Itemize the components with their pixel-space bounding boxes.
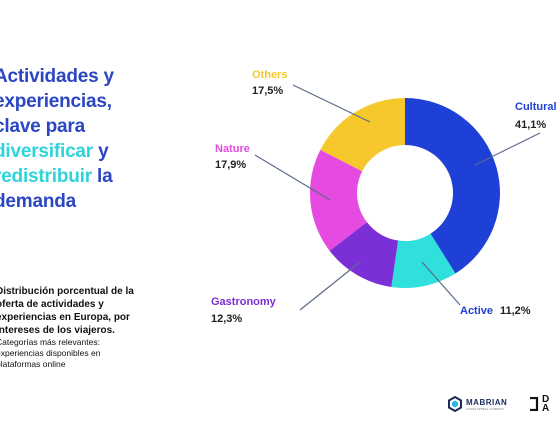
- hexagon-icon: [448, 396, 462, 412]
- chart-caption: Distribución porcentual de la oferta de …: [0, 285, 146, 370]
- headline-highlight-diversificar: diversificar: [0, 141, 93, 162]
- donut-slice-nature: [310, 149, 367, 251]
- value-label-cultural: 41,1%: [515, 119, 546, 131]
- leader-line-active: [421, 261, 461, 306]
- category-label-others: Others: [252, 69, 287, 81]
- logo2-letter-bottom: A: [542, 403, 550, 414]
- mabrian-logo: MABRIAN A DATA APPEAL COMPANY: [447, 392, 517, 416]
- headline-line-1: Actividades y: [0, 66, 114, 87]
- headline-line-5-rest: la: [91, 166, 113, 187]
- donut-slice-others: [320, 98, 405, 172]
- headline-line-3: clave para: [0, 116, 85, 137]
- category-label-nature: Nature: [215, 143, 250, 155]
- headline-line-4-rest: y: [93, 141, 109, 162]
- headline: Actividades y experiencias, clave para d…: [0, 64, 169, 214]
- headline-line-5: redistribuir la: [0, 164, 169, 189]
- caption-sub: Categorías más relevantes: experiencias …: [0, 337, 101, 369]
- value-label-gastronomy: 12,3%: [211, 313, 242, 325]
- donut-slice-cultural: [405, 98, 501, 274]
- leader-line-others: [292, 84, 371, 123]
- headline-line-2: experiencias,: [0, 91, 112, 112]
- donut-slice-gastronomy: [329, 222, 399, 288]
- headline-highlight-redistribuir: redistribuir: [0, 166, 92, 187]
- logo2-letter-top: D: [542, 394, 550, 405]
- bracket-icon: [530, 397, 539, 411]
- headline-line-6: demanda: [0, 191, 77, 212]
- donut-slice-active: [391, 233, 456, 289]
- leader-line-cultural: [474, 132, 541, 166]
- value-label-active: 11,2%: [500, 305, 531, 317]
- category-label-cultural: Cultural: [515, 101, 557, 113]
- category-label-gastronomy: Gastronomy: [211, 296, 277, 308]
- caption-lead: Distribución porcentual de la oferta de …: [0, 286, 134, 336]
- logo1-text: MABRIAN: [466, 397, 508, 407]
- logo1-tagline: A DATA APPEAL COMPANY: [466, 406, 505, 411]
- value-label-others: 17,5%: [252, 85, 283, 97]
- category-label-active: Active: [460, 305, 493, 317]
- leader-line-nature: [254, 154, 331, 201]
- value-label-nature: 17,9%: [215, 159, 246, 171]
- headline-line-4: diversificar y: [0, 139, 169, 164]
- leader-line-gastronomy: [299, 261, 361, 311]
- data-appeal-logo: D A: [527, 392, 560, 416]
